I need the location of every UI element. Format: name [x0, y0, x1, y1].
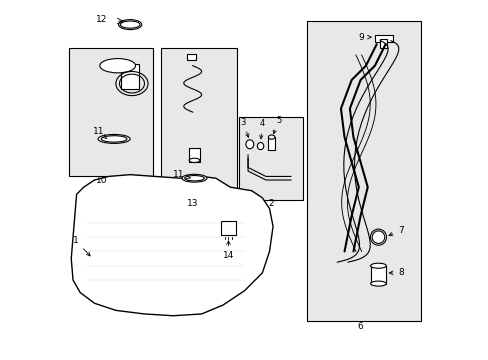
Text: 3: 3: [240, 118, 248, 137]
Text: 11: 11: [93, 127, 107, 139]
Ellipse shape: [100, 59, 135, 73]
Ellipse shape: [101, 136, 127, 142]
Ellipse shape: [98, 134, 130, 143]
Text: 6: 6: [357, 322, 363, 331]
PathPatch shape: [71, 175, 272, 316]
Ellipse shape: [120, 21, 140, 28]
Ellipse shape: [371, 231, 384, 243]
Bar: [268, 137, 274, 150]
Bar: [370, 266, 386, 284]
Text: 1: 1: [73, 236, 90, 256]
Ellipse shape: [268, 135, 274, 139]
Ellipse shape: [182, 174, 206, 182]
Text: 7: 7: [388, 225, 403, 236]
Text: 10: 10: [96, 176, 107, 185]
Bar: [69, 48, 153, 176]
Bar: [306, 21, 421, 321]
Ellipse shape: [118, 19, 142, 30]
Text: 4: 4: [259, 120, 264, 139]
Ellipse shape: [245, 140, 253, 149]
Bar: [187, 54, 196, 60]
Text: 14: 14: [222, 241, 234, 260]
Text: 2: 2: [268, 199, 274, 208]
Text: 11: 11: [173, 170, 190, 179]
Ellipse shape: [184, 176, 204, 181]
Ellipse shape: [370, 281, 386, 286]
Bar: [380, 39, 386, 48]
Ellipse shape: [257, 143, 263, 150]
Text: 8: 8: [388, 268, 403, 277]
Bar: [189, 148, 200, 162]
Bar: [239, 117, 303, 200]
Text: 5: 5: [273, 116, 281, 134]
Text: 13: 13: [186, 199, 198, 208]
Bar: [221, 221, 235, 235]
Text: 12: 12: [96, 15, 107, 24]
Text: 9: 9: [358, 33, 370, 42]
Bar: [160, 48, 237, 196]
Ellipse shape: [370, 263, 386, 268]
Bar: [121, 64, 139, 89]
Ellipse shape: [370, 229, 386, 245]
Bar: [374, 35, 392, 42]
Ellipse shape: [189, 158, 200, 162]
